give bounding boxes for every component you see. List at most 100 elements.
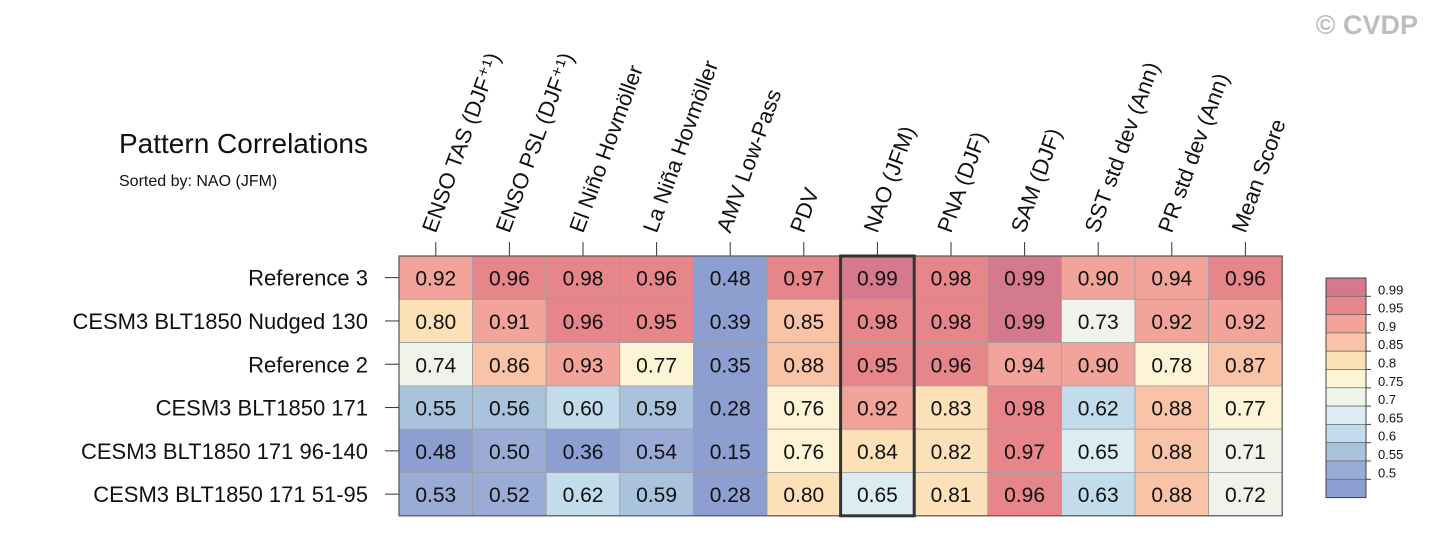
cell-value-label: 0.95 [857,354,898,377]
cell-value-label: 0.96 [931,354,972,377]
cell-value-label: 0.88 [783,354,824,377]
cell-value-label: 0.77 [1225,398,1266,421]
cell-value-label: 0.62 [563,484,604,507]
row-label: CESM3 BLT1850 171 51-95 [93,482,368,507]
colorbar-label: 0.5 [1378,465,1396,480]
cell-value-label: 0.84 [857,441,898,464]
column-label: ENSO PSL (DJF⁺¹) [491,49,579,235]
heatmap-cell [619,428,694,473]
row-labels: Reference 3 CESM3 BLT1850 Nudged 130 Refer… [72,266,399,507]
heatmap-cell [619,298,694,343]
row-label: CESM3 BLT1850 171 96-140 [81,439,368,464]
column-label: PNA (DJF) [932,128,991,235]
heatmap-cell [1208,428,1283,473]
cell-value-label: 0.15 [710,441,751,464]
heatmap-cell [545,428,621,473]
colorbar-swatch [1325,350,1367,370]
cell-value-label: 0.60 [563,398,604,421]
cell-value-label: 0.28 [710,398,751,421]
column-label: La Niña Hovmöller [638,57,723,236]
heatmap-cell [545,472,621,517]
colorbar-swatch [1325,424,1367,444]
heatmap-cell [472,342,547,387]
colorbar-legend: 0.99 0.95 0.9 0.85 0.8 0.75 0.7 0.65 0.6 0.55 0.5 [1325,277,1403,499]
cell-value-label: 0.86 [489,354,530,377]
cell-value-label: 0.36 [563,441,604,464]
chart-title: Pattern Correlations [119,128,368,159]
column-label: ENSO TAS (DJF⁺¹) [417,49,505,235]
cell-value-label: 0.95 [636,311,677,334]
heatmap-cell [693,342,768,387]
heatmap-cell [1208,255,1283,300]
heatmap-cell [1061,472,1136,517]
heatmap-cell [693,428,768,473]
heatmap-cell [1061,428,1136,473]
chart-subtitle: Sorted by: NAO (JFM) [119,173,277,190]
heatmap-cell [987,472,1062,517]
cell-value-label: 0.94 [1151,268,1192,291]
cell-value-label: 0.63 [1078,484,1119,507]
cell-value-label: 0.90 [1078,268,1119,291]
cell-value-label: 0.76 [783,398,824,421]
cell-value-label: 0.98 [1004,398,1045,421]
cell-value-label: 0.88 [1151,441,1192,464]
cell-value-label: 0.50 [489,441,530,464]
cell-value-label: 0.65 [857,484,898,507]
watermark: © CVDP [1316,10,1418,40]
colorbar-swatch [1325,369,1367,389]
cell-value-label: 0.90 [1078,354,1119,377]
colorbar-label: 0.7 [1378,392,1396,407]
cell-value-label: 0.97 [1004,441,1045,464]
cell-value-label: 0.88 [1151,484,1192,507]
heatmap-cell [398,385,473,430]
cell-value-label: 0.55 [415,398,456,421]
heatmap-cell [619,385,694,430]
cell-value-label: 0.98 [857,311,898,334]
row-label: Reference 3 [248,266,368,291]
row-label: CESM3 BLT1850 171 [156,396,368,421]
highlighted-column-box [839,254,916,518]
column-label: PDV [785,184,824,235]
heatmap-cell [1134,255,1209,300]
heatmap-cell [766,298,841,343]
heatmap-cell [766,342,841,387]
colorbar-swatch [1325,277,1367,297]
cell-value-label: 0.59 [636,484,677,507]
cell-value-label: 0.53 [415,484,456,507]
heatmap-cell [1061,385,1136,430]
column-label: NAO (JFM) [859,123,921,236]
heatmap-cell [545,342,621,387]
cell-value-label: 0.65 [1078,441,1119,464]
cell-value-label: 0.96 [636,268,677,291]
colorbar-swatch [1325,460,1367,480]
colorbar-label: 0.95 [1378,301,1403,316]
cell-value-label: 0.80 [415,311,456,334]
heatmap-cells: 0.92 0.96 0.98 0.96 0.48 0.97 0.99 0.98 0.99 0.90… [398,254,1283,518]
cell-value-label: 0.88 [1151,398,1192,421]
cell-value-label: 0.85 [783,311,824,334]
cell-value-label: 0.56 [489,398,530,421]
colorbar-swatch [1325,478,1367,498]
cell-value-label: 0.98 [931,268,972,291]
heatmap-cell [913,298,989,343]
heatmap-cell [840,472,915,517]
colorbar-label: 0.75 [1378,374,1403,389]
column-label: PR std dev (Ann) [1153,70,1234,236]
heatmap-cell [398,472,473,517]
cell-value-label: 0.92 [415,268,456,291]
cell-value-label: 0.80 [783,484,824,507]
column-label: Mean Score [1227,116,1291,236]
cell-value-label: 0.96 [563,311,604,334]
cell-value-label: 0.76 [783,441,824,464]
cell-value-label: 0.74 [415,354,456,377]
cell-value-label: 0.78 [1151,354,1192,377]
heatmap-cell [840,255,915,300]
heatmap-cell [987,428,1062,473]
column-label: SST std dev (Ann) [1079,59,1164,236]
cell-value-label: 0.52 [489,484,530,507]
heatmap-cell [766,385,841,430]
colorbar-label: 0.85 [1378,337,1403,352]
colorbar-label: 0.8 [1378,356,1396,371]
cell-value-label: 0.39 [710,311,751,334]
